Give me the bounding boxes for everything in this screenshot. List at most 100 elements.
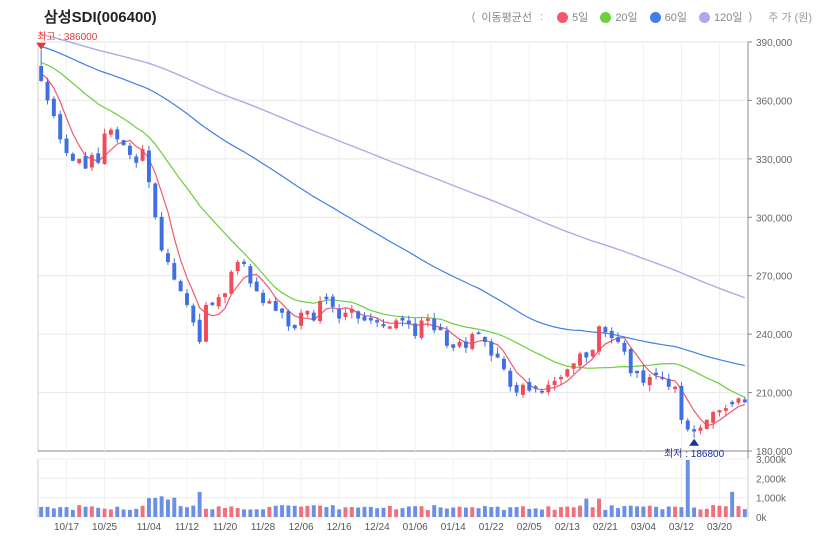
volume-bar [742, 509, 747, 517]
candle-body [311, 312, 316, 321]
volume-bar [96, 507, 101, 517]
price-tick-label: 180,000 [756, 447, 793, 458]
volume-bar [723, 506, 728, 517]
volume-bar [641, 506, 646, 517]
legend-item-ma5[interactable]: 5일 [557, 9, 588, 25]
volume-bar [248, 509, 253, 517]
candle-body [603, 327, 608, 333]
price-unit-label: 주 가 (원) [768, 12, 812, 24]
candle-body [292, 325, 297, 329]
volume-bar [115, 506, 120, 517]
x-tick-label: 11/20 [213, 522, 238, 533]
candle-body [742, 399, 747, 403]
candle-body [628, 348, 633, 374]
legend-label-ma60: 60일 [664, 12, 688, 24]
candle-body [216, 297, 221, 307]
candle-body [102, 133, 107, 164]
candle-body [280, 308, 285, 313]
legend-item-ma120[interactable]: 120일 [699, 9, 743, 25]
max-marker-label: 최고 : 386000 [37, 31, 98, 43]
volume-bar [438, 507, 443, 517]
candle-body [134, 156, 139, 163]
volume-bar [559, 507, 563, 517]
volume-bar [584, 498, 589, 517]
x-tick-label: 03/20 [707, 522, 732, 533]
volume-bar [704, 508, 709, 517]
candle-body [337, 308, 342, 319]
candle-body [489, 341, 494, 356]
min-marker-label: 최저 : 186800 [664, 448, 725, 460]
x-tick-label: 12/24 [365, 522, 390, 533]
legend-colon: : [540, 11, 544, 23]
volume-bar [730, 491, 735, 517]
volume-bar [254, 509, 259, 517]
candle-body [660, 377, 665, 379]
candle-body [673, 386, 678, 390]
chart-title: 삼성SDI(006400) [44, 9, 157, 26]
x-tick-label: 02/21 [593, 522, 618, 533]
candle-body [242, 261, 246, 265]
candle-body [616, 337, 621, 342]
volume-bar [337, 509, 342, 517]
volume-bar [552, 509, 557, 517]
candle-body [159, 216, 164, 251]
ma60-line [41, 45, 745, 367]
volume-bar [153, 497, 158, 517]
volume-bar [273, 505, 278, 517]
candle-body [730, 401, 735, 405]
candle-body [77, 158, 82, 164]
volume-bar [58, 507, 63, 517]
price-tick-label: 330,000 [756, 155, 793, 166]
candle-body [261, 292, 266, 303]
candle-body [248, 266, 253, 284]
legend-item-ma60[interactable]: 60일 [649, 9, 688, 25]
candle-body [578, 353, 582, 366]
volume-bar [628, 505, 633, 517]
volume-bar [635, 506, 640, 517]
x-tick-label: 11/28 [251, 522, 276, 533]
volume-bar [698, 509, 703, 517]
volume-bar [406, 506, 411, 517]
volume-bar [223, 507, 227, 517]
volume-bar [432, 505, 437, 517]
candle-body [565, 369, 570, 377]
candle-body [223, 293, 227, 298]
candle-body [394, 320, 399, 329]
x-tick-label: 12/16 [327, 522, 352, 533]
volume-bar [45, 506, 50, 517]
candle-body [330, 296, 335, 307]
candle-body [451, 344, 456, 348]
candle-body [711, 412, 716, 423]
candle-body [146, 150, 151, 183]
candle-body [349, 308, 354, 313]
candle-body [704, 419, 709, 430]
volume-bar [140, 505, 145, 517]
candle-body [121, 140, 126, 146]
candle-body [736, 398, 741, 403]
volume-bar [736, 506, 741, 517]
candle-body [96, 153, 101, 163]
volume-bar [476, 508, 481, 517]
candle-body [654, 372, 659, 376]
volume-bar [711, 505, 716, 517]
legend-item-ma20[interactable]: 20일 [600, 9, 638, 25]
volume-bar [685, 459, 690, 517]
candle-body [508, 370, 513, 387]
volume-bar [654, 506, 659, 517]
candle-body [235, 262, 240, 272]
candle-body [723, 408, 728, 411]
volume-bar [578, 505, 582, 517]
volume-bar [146, 498, 151, 517]
volume-bar [77, 505, 82, 517]
volume-bar [444, 508, 449, 517]
volume-bar [375, 508, 380, 517]
price-tick-label: 210,000 [756, 389, 793, 400]
legend-dot-ma20 [600, 11, 612, 23]
candle-body [305, 310, 310, 315]
volume-tick-label: 0k [756, 513, 768, 524]
volume-bar [590, 507, 595, 517]
volume-bar [39, 506, 44, 517]
candle-body [647, 376, 652, 386]
volume-bar [286, 505, 291, 517]
candle-body [597, 326, 601, 352]
